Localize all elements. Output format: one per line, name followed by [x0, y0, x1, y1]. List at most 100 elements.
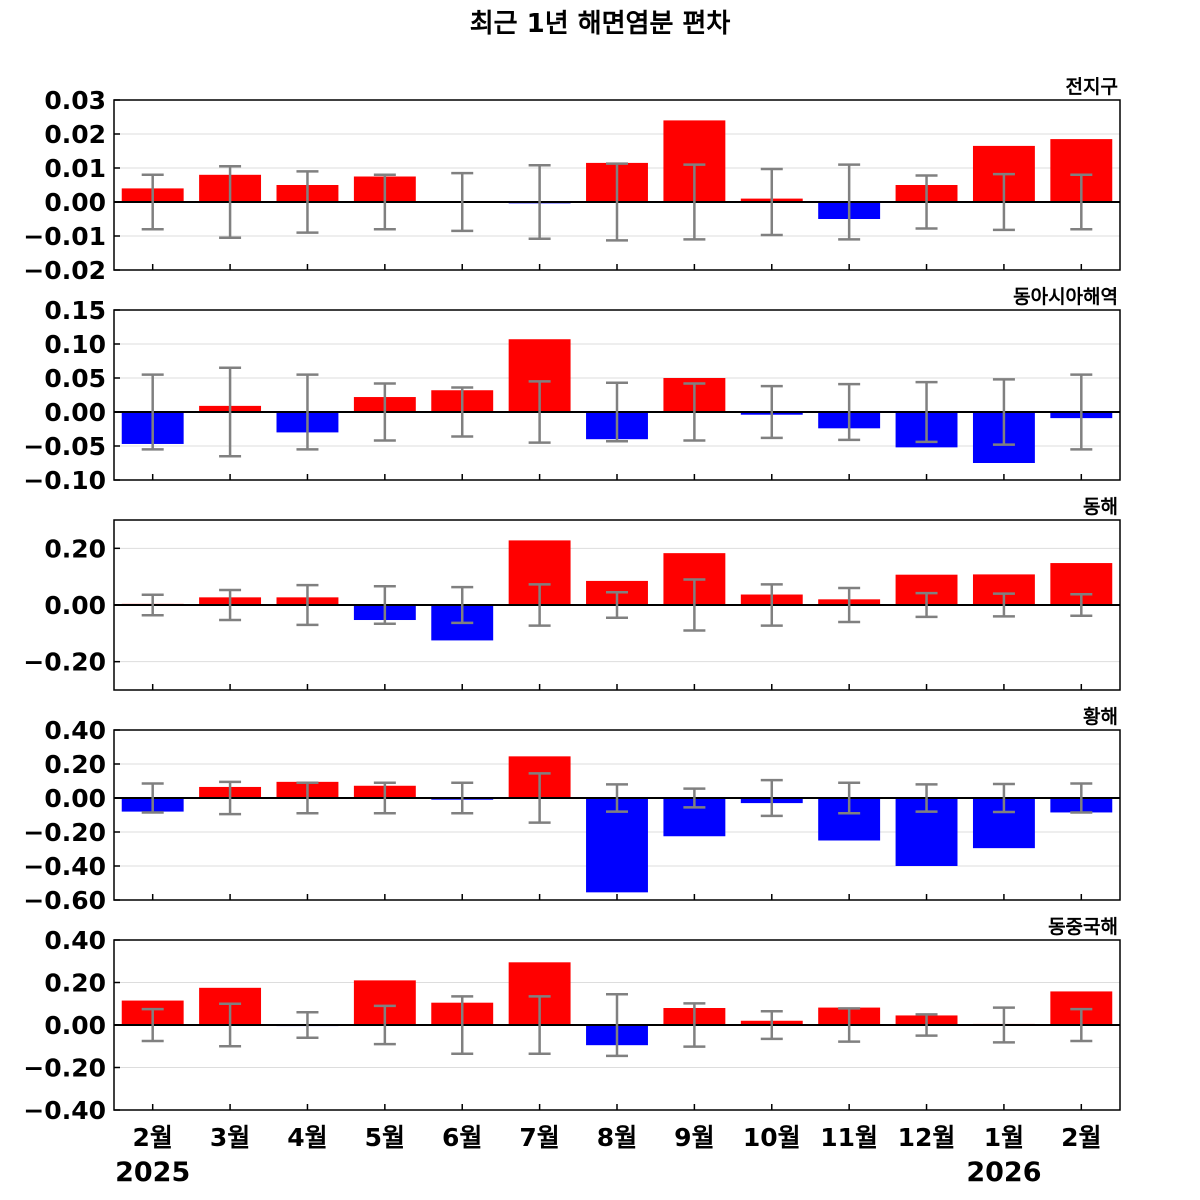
- error-bar: [760, 384, 783, 440]
- error-bar: [219, 366, 242, 458]
- y-tick-label: 0.40: [44, 926, 106, 955]
- panel-label: 전지구: [1066, 76, 1118, 98]
- error-bar: [1070, 173, 1093, 231]
- panel-2: 0.15 0.10 0.05 0.00 −0.05 −0.10 동아시아해역: [23, 286, 1121, 495]
- year-label: 2026: [966, 1157, 1041, 1188]
- error-bar: [683, 163, 706, 241]
- y-tick-label: 0.00: [44, 188, 106, 217]
- error-bar: [451, 171, 474, 233]
- error-bar: [606, 162, 628, 242]
- error-bar: [219, 165, 242, 239]
- panel-label: 동해: [1083, 496, 1118, 518]
- error-bar: [296, 583, 319, 627]
- y-tick-label: 0.00: [44, 1011, 106, 1040]
- panel-label: 황해: [1083, 705, 1118, 728]
- error-bar: [373, 781, 396, 815]
- error-bar: [683, 1002, 706, 1048]
- panel-1: 0.03 0.02 0.01 0.00 −0.01 −0.02 전지구: [23, 76, 1121, 285]
- error-bar: [838, 382, 861, 442]
- y-tick-label: 0.01: [44, 154, 106, 183]
- error-bar: [141, 593, 164, 617]
- y-tick-label: −0.20: [23, 818, 106, 847]
- error-bar: [296, 1011, 319, 1039]
- error-bar: [992, 1006, 1015, 1044]
- x-tick-label: 9월: [674, 1123, 714, 1152]
- bar: [586, 798, 648, 893]
- y-tick-label: 0.03: [44, 86, 106, 115]
- error-bar: [992, 592, 1015, 618]
- y-tick-label: 0.20: [44, 969, 106, 998]
- error-bar: [915, 380, 938, 444]
- error-bar: [451, 781, 474, 815]
- error-bar: [992, 782, 1015, 814]
- x-tick-label: 3월: [210, 1123, 250, 1152]
- error-bar: [528, 164, 551, 240]
- error-bar: [760, 778, 783, 818]
- chart-title: 최근 1년 해면염분 편차: [470, 9, 731, 39]
- y-tick-label: −0.02: [23, 256, 106, 285]
- panel-5: 0.40 0.20 0.00 −0.20 −0.40 동중국해: [23, 916, 1121, 1125]
- panel-4: 0.40 0.20 0.00 −0.20 −0.40 −0.60 황해: [23, 705, 1121, 915]
- error-bar: [296, 170, 319, 234]
- error-bar: [838, 781, 861, 815]
- x-tick-label: 7월: [519, 1123, 559, 1152]
- error-bar: [915, 591, 938, 619]
- error-bar: [373, 585, 396, 625]
- year-label: 2025: [115, 1157, 190, 1188]
- error-bar: [683, 578, 706, 632]
- y-tick-label: −0.40: [23, 1096, 106, 1125]
- y-tick-label: 0.00: [44, 591, 106, 620]
- x-tick-label: 2월: [1061, 1123, 1101, 1152]
- error-bar: [1070, 1007, 1093, 1043]
- error-bar: [606, 381, 628, 443]
- panel-3: 0.20 0.00 −0.20 동해: [23, 496, 1121, 691]
- error-bar: [296, 781, 319, 815]
- error-bar: [1070, 373, 1093, 451]
- error-bar: [606, 783, 628, 813]
- y-tick-label: 0.40: [44, 716, 106, 745]
- panel-label: 동아시아해역: [1013, 286, 1118, 308]
- error-bar: [838, 586, 861, 624]
- x-tick-label: 10월: [743, 1123, 801, 1152]
- x-tick-label: 12월: [898, 1123, 956, 1152]
- y-tick-label: −0.60: [23, 886, 106, 915]
- error-bar: [219, 780, 242, 816]
- error-bar: [528, 995, 551, 1055]
- error-bar: [219, 588, 242, 622]
- y-tick-label: −0.01: [23, 222, 106, 251]
- y-tick-label: 0.00: [44, 784, 106, 813]
- x-tick-label: 11월: [820, 1123, 878, 1152]
- error-bar: [141, 1007, 164, 1043]
- x-tick-label: 5월: [365, 1123, 405, 1152]
- error-bar: [992, 378, 1015, 446]
- y-tick-label: 0.00: [44, 398, 106, 427]
- error-bar: [528, 583, 551, 627]
- y-tick-label: −0.20: [23, 1054, 106, 1083]
- error-bar: [373, 173, 396, 231]
- y-tick-label: 0.10: [44, 330, 106, 359]
- y-tick-label: −0.20: [23, 648, 106, 677]
- error-bar: [760, 167, 783, 237]
- error-bar: [296, 373, 319, 451]
- x-tick-label: 8월: [597, 1123, 637, 1152]
- panels: 0.03 0.02 0.01 0.00 −0.01 −0.02 전지구 0.15 0.10 0.0…: [23, 76, 1121, 1125]
- x-tick-label: 1월: [984, 1123, 1024, 1152]
- error-bar: [373, 382, 396, 442]
- y-tick-label: 0.02: [44, 120, 106, 149]
- y-tick-label: 0.20: [44, 750, 106, 779]
- error-bar: [451, 995, 474, 1055]
- error-bar: [683, 382, 706, 442]
- y-tick-label: 0.05: [44, 364, 106, 393]
- error-bar: [373, 1004, 396, 1046]
- y-tick-label: 0.20: [44, 534, 106, 563]
- error-bar: [606, 992, 628, 1058]
- error-bar: [915, 174, 938, 230]
- y-tick-label: −0.40: [23, 852, 106, 881]
- error-bar: [528, 772, 551, 824]
- x-tick-label: 2월: [132, 1123, 172, 1152]
- error-bar: [528, 380, 551, 444]
- error-bar: [760, 1009, 783, 1041]
- error-bar: [992, 172, 1015, 232]
- x-tick-label: 6월: [442, 1123, 482, 1152]
- error-bar: [915, 783, 938, 813]
